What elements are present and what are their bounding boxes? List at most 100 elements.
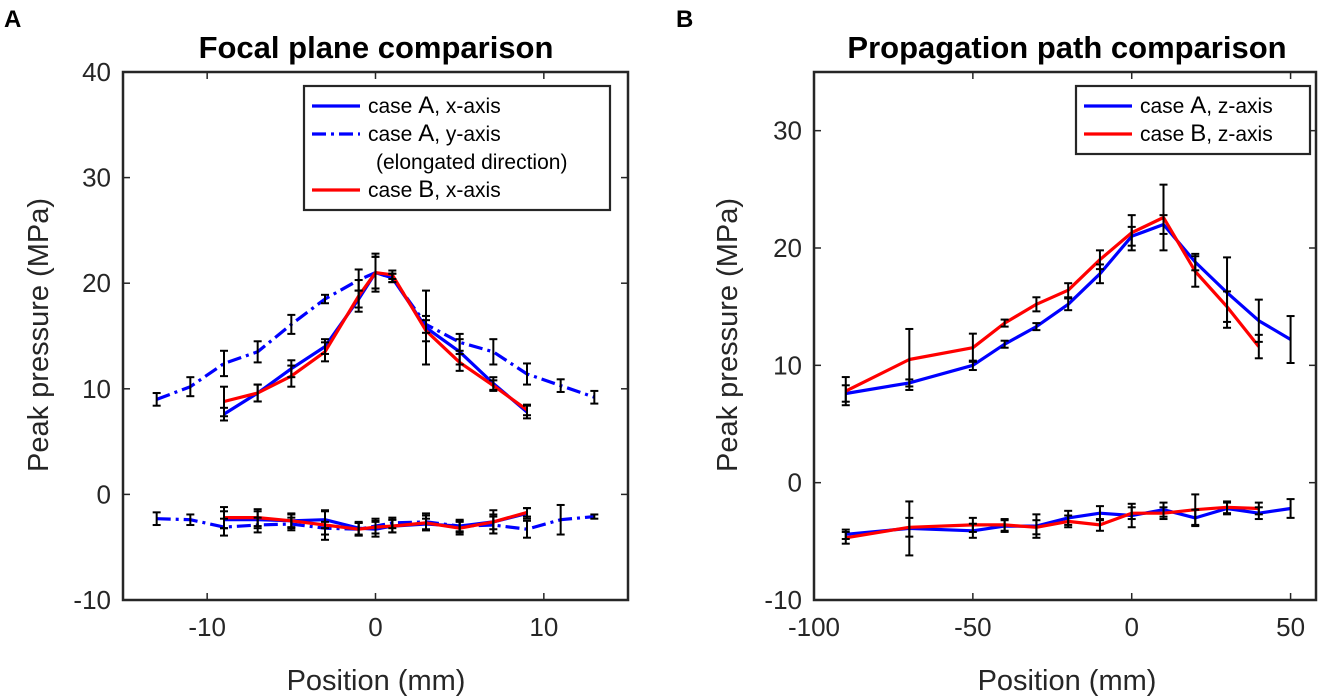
legend-label-case-a-x-axis: case A, x-axis: [368, 92, 501, 119]
error-bar-caseB-z-positive: [1254, 333, 1263, 360]
error-bar-caseB-x-negative: [489, 509, 498, 535]
error-bar-caseB-z-positive: [1127, 214, 1136, 252]
legend-label-case-a-z-axis: case A, z-axis: [1140, 92, 1273, 119]
error-bar-caseB-x-negative: [287, 512, 296, 530]
panel-b: B Propagation path comparison -100102030…: [676, 6, 1318, 697]
panel-letter-b: B: [676, 6, 693, 33]
x-tick-label-b: 50: [1276, 612, 1305, 642]
error-bar-caseB-x-negative: [371, 519, 380, 535]
y-tick-label-b: -10: [764, 585, 802, 615]
error-bar-caseB-z-negative: [1254, 501, 1263, 516]
error-bar-caseB-z-positive: [1095, 249, 1104, 271]
error-bar-caseA-y-negative: [186, 513, 195, 527]
axes-box-b: [812, 70, 1318, 602]
x-axis-label-a: Position (mm): [287, 665, 466, 697]
error-bar-caseA-y-positive: [253, 340, 262, 364]
error-bar-caseB-z-negative: [1095, 518, 1104, 532]
error-bar-caseA-z-positive: [1286, 315, 1295, 364]
error-bar-caseB-x-positive: [523, 403, 531, 417]
legend-label-extra: (elongated direction): [376, 151, 567, 174]
error-bar-caseB-z-positive: [1032, 296, 1041, 313]
x-axis-label-b: Position (mm): [978, 665, 1157, 697]
x-tick-label-b: -100: [788, 612, 840, 642]
error-bar-caseB-x-positive: [371, 255, 380, 290]
error-bar-caseB-x-positive: [220, 385, 228, 418]
error-bar-caseB-z-negative: [968, 516, 977, 533]
error-bar-caseB-z-negative: [1000, 518, 1009, 532]
y-tick-label-b: 0: [788, 468, 802, 498]
error-bar-caseB-z-positive: [905, 327, 914, 391]
error-bar-caseA-z-positive: [1000, 339, 1009, 349]
chart-title-a: Focal plane comparison: [199, 30, 554, 65]
error-bar-caseA-y-positive: [186, 376, 195, 398]
error-bar-caseA-y-negative: [590, 513, 599, 520]
error-bar-caseA-y-negative: [556, 503, 565, 536]
error-bar-caseB-x-positive: [287, 364, 296, 388]
error-bar-caseB-x-negative: [253, 508, 262, 528]
error-bar-caseB-z-negative: [1032, 519, 1041, 536]
error-bar-caseB-x-negative: [388, 518, 397, 534]
x-tick-label-a: -10: [188, 612, 226, 642]
error-bar-caseB-z-positive: [1191, 255, 1200, 288]
error-bar-caseA-y-positive: [455, 332, 464, 352]
y-tick-label-a: -10: [73, 585, 111, 615]
error-bar-caseB-z-negative: [1191, 493, 1200, 526]
error-bar-caseB-z-positive: [1223, 290, 1232, 323]
error-bar-caseB-z-positive: [968, 332, 977, 363]
error-bar-caseB-z-negative: [905, 516, 914, 538]
legend-box-b: [1074, 84, 1312, 156]
legend-label-case-a-y-axis: case A, y-axis: [368, 120, 501, 147]
error-bar-caseA-y-positive: [523, 362, 531, 386]
y-tick-label-a: 20: [82, 268, 111, 298]
error-bar-caseB-z-positive: [1159, 183, 1168, 252]
x-tick-label-a: 0: [368, 612, 382, 642]
error-bar-caseB-z-positive: [1000, 318, 1009, 328]
chart-title-b: Propagation path comparison: [847, 30, 1286, 65]
error-bar-caseB-z-negative: [1223, 500, 1232, 515]
error-bar-caseB-x-negative: [455, 520, 464, 536]
error-bar-caseB-z-negative: [1159, 506, 1168, 521]
error-bar-caseA-y-positive: [556, 378, 565, 393]
y-axis-label-a: Peak pressure (MPa): [23, 198, 55, 472]
error-bar-caseB-z-negative: [1127, 506, 1136, 521]
axes-box-a: [121, 70, 630, 602]
legend-label-case-b-z-axis: case B, z-axis: [1140, 120, 1273, 147]
y-tick-label-b: 30: [773, 116, 802, 146]
y-tick-label-a: 40: [82, 57, 111, 87]
error-bar-caseB-x-negative: [523, 507, 531, 518]
error-bar-caseA-z-negative: [1286, 498, 1295, 519]
series-line-caseB-z-positive: [845, 215, 1261, 393]
error-bar-caseA-y-positive: [590, 389, 599, 405]
y-tick-label-b: 20: [773, 233, 802, 263]
error-bar-caseB-x-negative: [422, 514, 430, 532]
plot-area-a: -10 0 10 20 30 40 -10 0 10: [73, 57, 630, 642]
series-line-caseA-x-positive: [223, 271, 529, 416]
panel-letter-a: A: [4, 6, 21, 33]
error-bar-caseA-y-negative: [523, 519, 531, 539]
y-tick-label-b: 10: [773, 350, 802, 380]
error-bar-caseB-x-positive: [455, 352, 464, 372]
error-bar-caseB-x-positive: [388, 269, 397, 280]
y-tick-label-a: 0: [97, 479, 111, 509]
error-bar-caseB-x-positive: [253, 383, 262, 403]
error-bar-caseA-y-negative: [152, 511, 161, 527]
x-tick-label-b: 0: [1124, 612, 1138, 642]
error-bar-caseB-z-positive: [841, 376, 850, 407]
error-bar-caseA-z-positive: [1064, 297, 1073, 312]
error-bar-caseB-x-positive: [422, 319, 430, 343]
error-bar-caseB-z-positive: [1064, 282, 1073, 299]
legend-label-case-b-x-axis: case B, x-axis: [368, 176, 501, 203]
error-bar-caseB-x-negative: [220, 506, 228, 530]
error-bar-caseB-x-negative: [321, 509, 329, 541]
error-bar-caseB-z-negative: [841, 530, 850, 545]
y-tick-label-a: 10: [82, 374, 111, 404]
error-bar-caseB-x-positive: [321, 341, 329, 363]
error-bar-caseA-y-positive: [489, 338, 498, 366]
error-bar-caseB-x-positive: [354, 279, 363, 313]
error-bar-caseA-y-positive: [152, 392, 161, 407]
panel-a: A Focal plane comparison -10010203040-10…: [4, 6, 630, 697]
